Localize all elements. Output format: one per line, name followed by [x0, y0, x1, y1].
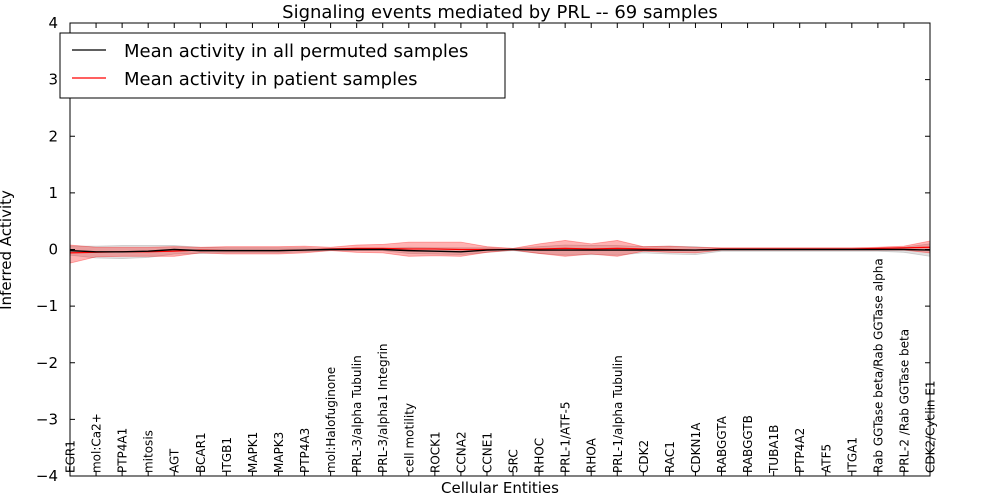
x-tick-label: RHOC	[533, 438, 547, 473]
x-tick-label: PTP4A3	[298, 428, 312, 473]
x-tick-label: MAPK1	[246, 432, 260, 473]
x-tick-label: RAC1	[663, 441, 677, 473]
legend: Mean activity in all permuted samples Me…	[59, 32, 506, 99]
legend-label-patient: Mean activity in patient samples	[124, 69, 418, 90]
x-tick-label: PTP4A2	[793, 428, 807, 473]
chart-title: Signaling events mediated by PRL -- 69 s…	[282, 2, 718, 23]
x-tick-label: RABGGTA	[715, 415, 729, 473]
y-tick-label: 3	[48, 71, 58, 89]
x-tick-label: CDKN1A	[689, 422, 703, 473]
x-tick-label: PRL-3/alpha Tubulin	[350, 355, 364, 473]
x-tick-label: CCNA2	[454, 431, 468, 473]
x-tick-label: mitosis	[142, 430, 156, 473]
x-tick-label: CCNE1	[480, 432, 494, 473]
x-tick-label: PRL-1/ATF-5	[559, 401, 573, 473]
x-axis: EGR1 mol:Ca2+ PTP4A1 mitosis AGT BCAR1 ITGB1 MA…	[64, 23, 938, 476]
x-tick-label: SRC	[507, 449, 521, 473]
plot-lines	[69, 246, 931, 254]
x-tick-label: PRL-2 /Rab GGTase beta	[897, 329, 911, 473]
x-tick-label: CDK2	[637, 440, 651, 473]
x-tick-label: ATF5	[819, 444, 833, 473]
x-tick-label: CDK2/Cyclin E1	[924, 380, 938, 473]
y-tick-label: −1	[36, 297, 58, 315]
x-tick-label: cell motility	[402, 403, 416, 473]
x-tick-label: Rab GGTase beta/Rab GGTase alpha	[871, 258, 885, 473]
y-axis: 4 3 2 1 0 −1 −2 −3 −4	[36, 14, 930, 485]
x-tick-label: TUBA1B	[767, 425, 781, 474]
x-tick-label: mol:Halofuginone	[324, 367, 338, 473]
x-tick-label: mol:Ca2+	[90, 413, 104, 473]
x-tick-label: ROCK1	[428, 431, 442, 473]
line-series-0	[69, 248, 931, 253]
y-axis-label: Inferred Activity	[0, 190, 15, 310]
y-tick-label: 0	[48, 241, 58, 259]
x-tick-label: ITGB1	[220, 437, 234, 473]
y-tick-label: −3	[36, 410, 58, 428]
y-tick-label: 2	[48, 127, 58, 145]
x-tick-label: BCAR1	[194, 432, 208, 473]
y-tick-label: −4	[36, 467, 58, 485]
x-axis-label: Cellular Entities	[441, 479, 559, 497]
x-tick-label: EGR1	[64, 440, 78, 473]
legend-label-permuted: Mean activity in all permuted samples	[124, 41, 468, 62]
x-tick-label: RABGGTB	[741, 415, 755, 473]
x-tick-label: RHOA	[585, 437, 599, 473]
x-tick-label: PRL-1/alpha Tubulin	[611, 355, 625, 473]
x-tick-label: ITGA1	[845, 437, 859, 473]
y-tick-label: 4	[48, 14, 58, 32]
x-tick-label: AGT	[168, 448, 182, 473]
y-tick-label: −2	[36, 354, 58, 372]
legend-box	[59, 32, 506, 99]
plot-bands	[69, 240, 931, 264]
x-tick-label: PTP4A1	[116, 428, 130, 473]
x-tick-label: MAPK3	[272, 432, 286, 473]
x-tick-label: PRL-3/alpha1 Integrin	[376, 344, 390, 474]
y-tick-label: 1	[48, 184, 58, 202]
